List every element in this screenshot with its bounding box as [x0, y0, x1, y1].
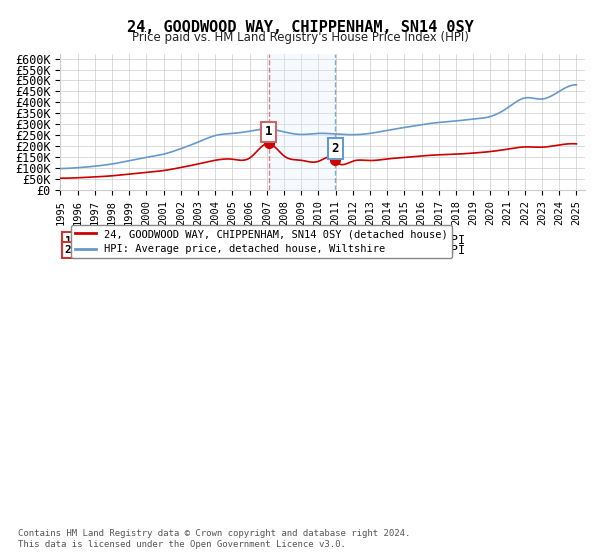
Text: 33% ↓ HPI: 33% ↓ HPI: [401, 234, 466, 247]
Text: Price paid vs. HM Land Registry's House Price Index (HPI): Price paid vs. HM Land Registry's House …: [131, 31, 469, 44]
Text: 1: 1: [265, 125, 272, 138]
Text: 2: 2: [331, 142, 339, 155]
Text: 24, GOODWOOD WAY, CHIPPENHAM, SN14 0SY: 24, GOODWOOD WAY, CHIPPENHAM, SN14 0SY: [127, 20, 473, 35]
Text: 2: 2: [65, 245, 71, 255]
Text: 22-DEC-2010: 22-DEC-2010: [103, 244, 181, 256]
Bar: [269, 54, 335, 190]
Text: £212,000: £212,000: [281, 234, 338, 247]
Text: Contains HM Land Registry data © Crown copyright and database right 2024.
This d: Contains HM Land Registry data © Crown c…: [18, 529, 410, 549]
Text: £135,000: £135,000: [281, 244, 338, 256]
Legend: 24, GOODWOOD WAY, CHIPPENHAM, SN14 0SY (detached house), HPI: Average price, det: 24, GOODWOOD WAY, CHIPPENHAM, SN14 0SY (…: [71, 225, 452, 258]
Text: 1: 1: [65, 236, 71, 246]
Text: 16-FEB-2007: 16-FEB-2007: [103, 234, 181, 247]
Text: 57% ↓ HPI: 57% ↓ HPI: [401, 244, 466, 256]
